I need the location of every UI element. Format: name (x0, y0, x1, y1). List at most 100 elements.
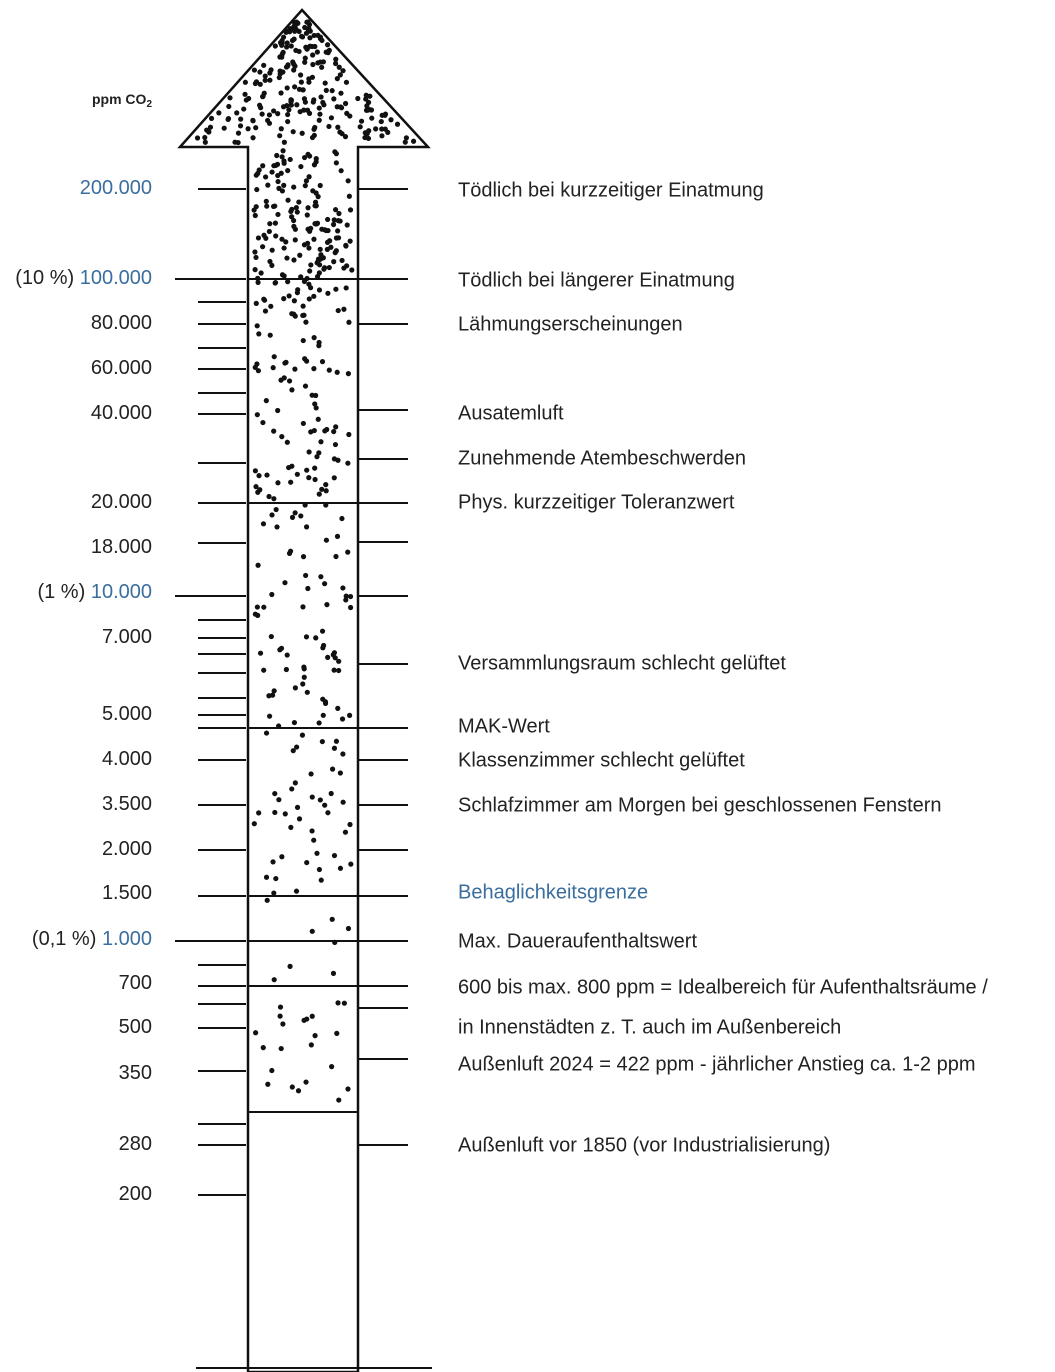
ppm-value: 100.000 (80, 267, 152, 289)
dot (260, 419, 266, 426)
dot (275, 111, 281, 117)
dot (285, 167, 291, 174)
dot (280, 34, 287, 40)
dot (275, 407, 281, 414)
dot (313, 635, 319, 641)
dot (317, 59, 323, 65)
dot (363, 96, 369, 102)
dot (316, 866, 323, 873)
dot (280, 1021, 286, 1027)
dot (339, 515, 345, 522)
dot (298, 79, 304, 85)
dot (335, 1000, 341, 1006)
dot (338, 90, 344, 96)
dot (271, 108, 277, 114)
dot (313, 156, 319, 162)
dot (364, 103, 370, 109)
dot (340, 585, 346, 591)
dot (208, 115, 215, 122)
dot (333, 738, 340, 744)
ppm-value: 700 (119, 972, 152, 994)
dot (345, 549, 351, 555)
dot (268, 633, 274, 640)
dot (355, 95, 361, 102)
dot (307, 43, 313, 49)
dot (305, 585, 311, 592)
dot (331, 852, 338, 859)
dot (256, 331, 262, 337)
dot (335, 457, 341, 463)
dot (263, 874, 270, 880)
left-label: 280 (119, 1133, 152, 1155)
dot (264, 472, 270, 478)
dot (304, 689, 310, 695)
dot (290, 129, 296, 135)
dot (347, 604, 354, 611)
dot (256, 473, 262, 479)
dot (281, 273, 287, 279)
dot (326, 367, 332, 373)
dot (272, 203, 278, 209)
left-label: 200.000 (80, 177, 152, 199)
dot (253, 79, 260, 85)
dot (265, 1081, 271, 1087)
dot (276, 74, 282, 81)
dot (301, 278, 308, 285)
dot (291, 36, 297, 42)
dot (270, 365, 276, 371)
dot (274, 152, 280, 159)
dot (365, 107, 371, 113)
dot (315, 194, 321, 200)
dot (278, 90, 284, 96)
dot (379, 133, 385, 139)
dot (334, 1030, 340, 1036)
dot (251, 67, 258, 73)
left-label: 80.000 (91, 312, 152, 334)
dot (267, 332, 273, 338)
dot (336, 1097, 342, 1103)
dot (308, 262, 314, 268)
dot (317, 111, 323, 117)
dot (285, 111, 291, 118)
ppm-value: 80.000 (91, 312, 152, 334)
dot (261, 62, 267, 68)
dot (300, 312, 306, 319)
dot (250, 135, 256, 141)
dot (291, 298, 297, 304)
dot (261, 667, 267, 673)
dot (260, 163, 266, 169)
dot (306, 174, 312, 180)
dot (344, 110, 350, 116)
dot (311, 293, 317, 299)
ppm-value: 4.000 (102, 748, 152, 770)
dot (288, 824, 294, 830)
dot (287, 27, 293, 33)
dot (284, 40, 290, 46)
dot (382, 126, 388, 132)
dot (278, 377, 284, 383)
dot (343, 79, 350, 85)
dot (330, 970, 337, 976)
dot (332, 207, 339, 213)
dot (300, 554, 307, 560)
dot (279, 188, 286, 194)
dot (312, 1033, 318, 1039)
dot (300, 420, 306, 427)
dot (329, 766, 336, 772)
dot (303, 178, 309, 184)
dot (335, 124, 341, 130)
dot (321, 581, 328, 587)
dot (331, 96, 337, 102)
dot (362, 134, 368, 141)
dot (311, 366, 317, 372)
dot (347, 207, 354, 213)
unit-label: ppm CO2 (92, 91, 152, 110)
dot (281, 158, 287, 164)
dot (321, 266, 327, 272)
dot (202, 134, 208, 141)
dot (284, 85, 290, 91)
dot (242, 91, 248, 97)
dot (335, 705, 341, 711)
dot (263, 730, 270, 736)
dot (294, 209, 300, 215)
